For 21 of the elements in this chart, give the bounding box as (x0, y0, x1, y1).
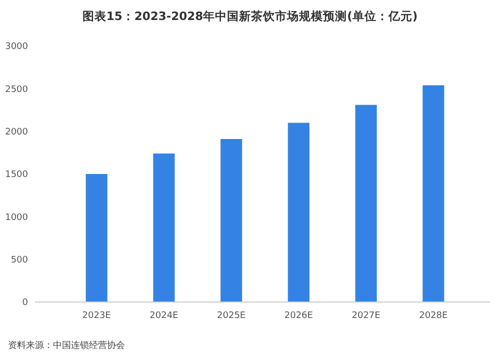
y-tick-label: 500 (10, 255, 28, 266)
chart-title: 图表15：2023-2028年中国新茶饮市场规模预测(单位：亿元) (82, 9, 418, 23)
bar (422, 85, 444, 302)
x-tick-label: 2027E (352, 311, 381, 321)
bar (86, 174, 108, 302)
text: 资料来源：中国连锁经营协会 (8, 340, 125, 351)
bar (153, 154, 175, 302)
x-tick-label: 2024E (150, 311, 179, 321)
y-tick-label: 2000 (5, 127, 28, 138)
y-tick-label: 3000 (5, 42, 28, 52)
y-tick-label: 2500 (5, 84, 28, 95)
y-tick-label: 1500 (5, 170, 28, 180)
x-tick-label: 2026E (284, 311, 314, 321)
x-tick-label: 2028E (419, 311, 448, 321)
bar (288, 122, 310, 302)
x-tick-label: 2025E (217, 311, 246, 321)
y-tick-label: 1000 (5, 212, 28, 223)
bar (220, 139, 242, 302)
x-tick-label: 2023E (82, 311, 112, 321)
bar (355, 104, 377, 302)
y-tick-label: 0 (22, 298, 28, 308)
